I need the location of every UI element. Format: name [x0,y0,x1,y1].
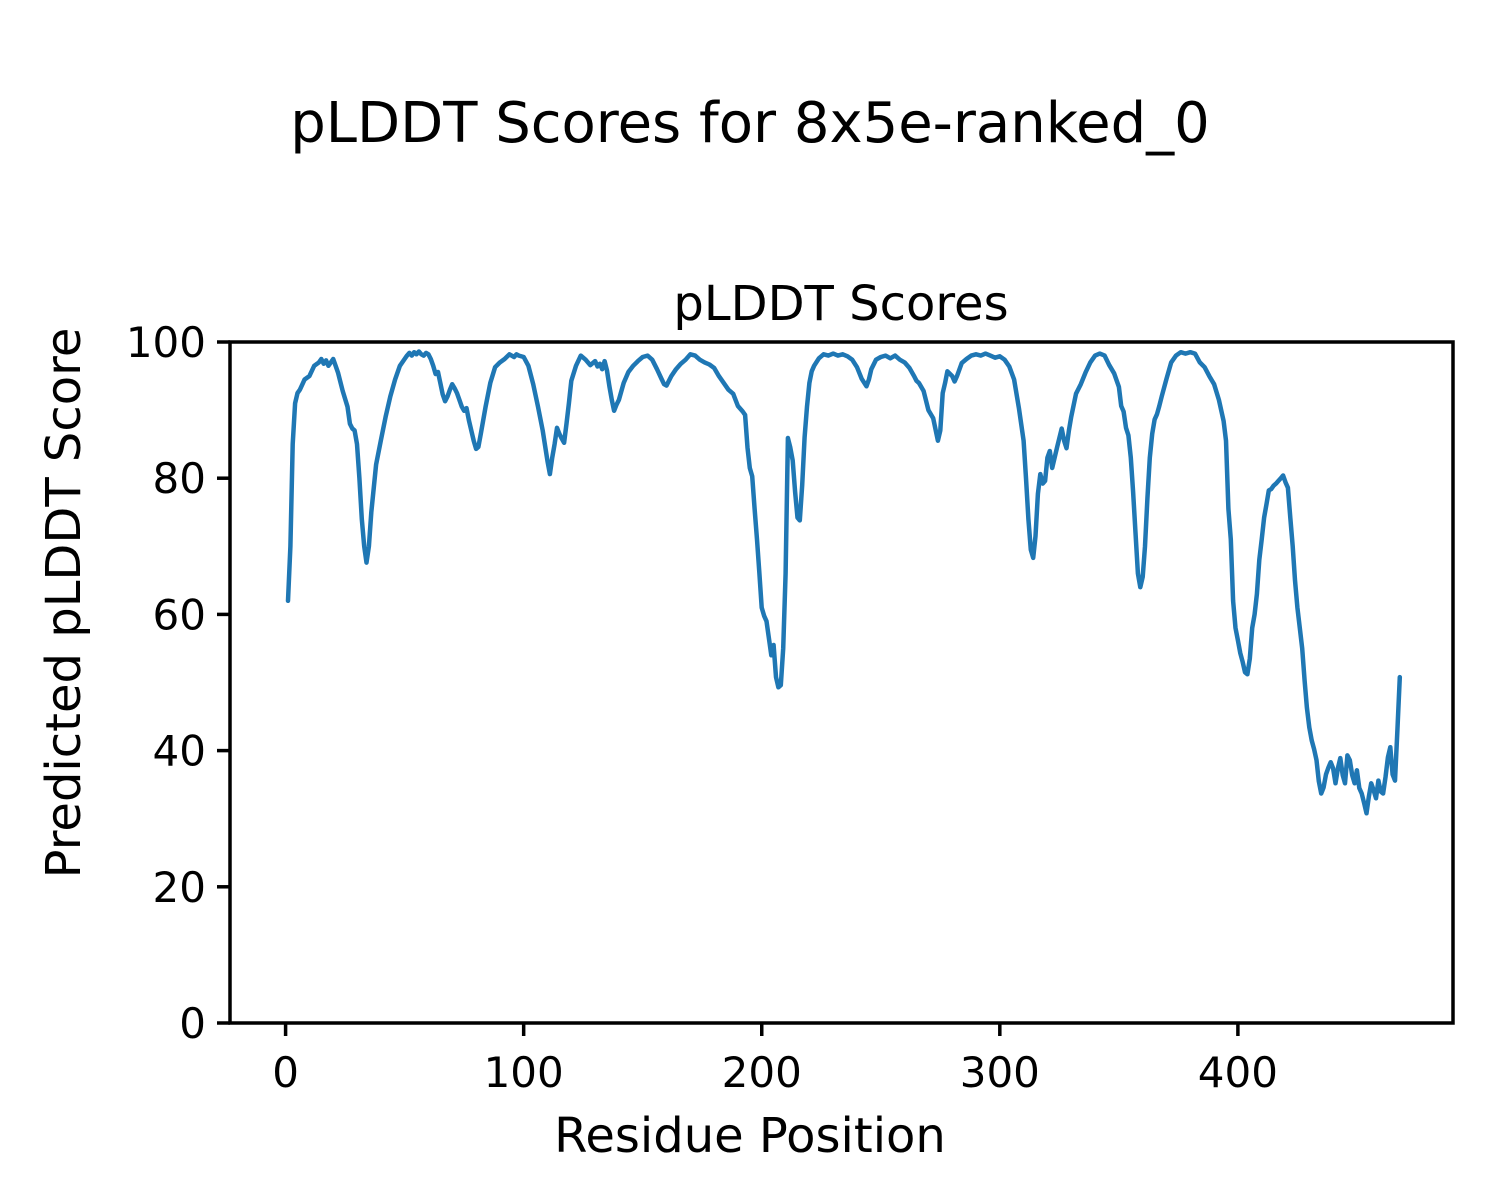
y-tick-label: 40 [153,727,206,776]
y-axis-tick-labels: 0 20 40 60 80 100 [126,318,206,1048]
x-tick-label: 300 [960,1048,1040,1097]
y-tick-label: 0 [179,999,206,1048]
x-axis-ticks [283,1023,1240,1036]
x-axis-label: Residue Position [554,1108,946,1164]
x-tick-label: 100 [484,1048,564,1097]
y-axis-label: Predicted pLDDT Score [36,328,92,879]
figure-suptitle: pLDDT Scores for 8x5e-ranked_0 [290,91,1210,156]
x-tick-label: 200 [722,1048,802,1097]
x-tick-label: 0 [272,1048,299,1097]
plot-area-border [228,340,1455,1025]
x-axis-tick-labels: 0 100 200 300 400 [272,1048,1278,1097]
y-tick-label: 100 [126,318,206,367]
y-tick-label: 20 [153,863,206,912]
y-tick-label: 80 [153,454,206,503]
y-axis-ticks [217,340,230,1025]
x-tick-label: 400 [1198,1048,1278,1097]
y-tick-label: 60 [153,590,206,639]
axes-title: pLDDT Scores [673,276,1008,332]
plddt-score-line [285,349,1403,816]
